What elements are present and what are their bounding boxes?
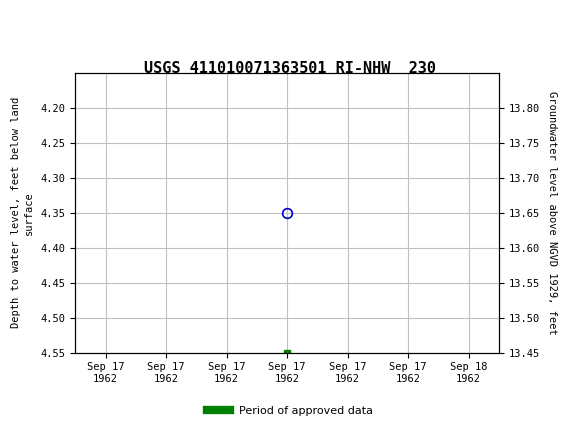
Y-axis label: Depth to water level, feet below land
surface: Depth to water level, feet below land su…	[12, 97, 34, 329]
Text: USGS 411010071363501 RI-NHW  230: USGS 411010071363501 RI-NHW 230	[144, 61, 436, 76]
Y-axis label: Groundwater level above NGVD 1929, feet: Groundwater level above NGVD 1929, feet	[547, 91, 557, 335]
Legend: Period of approved data: Period of approved data	[203, 401, 377, 420]
Text: USGS: USGS	[75, 16, 129, 36]
